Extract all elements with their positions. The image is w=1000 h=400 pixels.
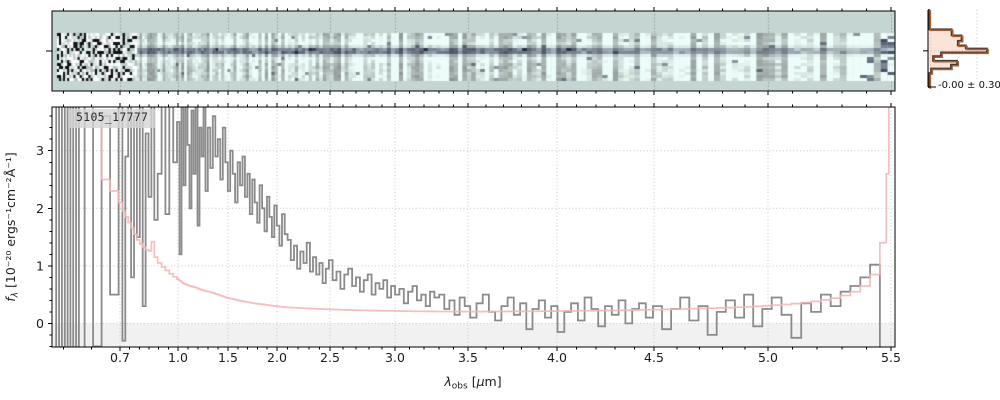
spectrum-series [55,107,890,347]
uncertainty-series [92,107,890,313]
x-tick-label: 3.5 [458,350,478,365]
gridlines [52,107,895,347]
y-tick-label: 0 [36,316,44,331]
x-tick-label: 3.0 [385,350,405,365]
y-axis-label: fλ [10⁻²⁰ ergs⁻¹cm⁻²Å⁻¹] [3,152,21,301]
x-tick-label: 5.0 [758,350,778,365]
histogram-stats-label: -0.00 ± 0.30 [936,80,1000,92]
x-tick-label: 5.5 [881,350,901,365]
source-id-label: 5105_17777 [69,109,156,128]
y-tick-label: 3 [36,143,44,158]
x-tick-label: 1.0 [168,350,188,365]
x-tick-label: 4.5 [644,350,664,365]
x-tick-label: 4.0 [547,350,567,365]
histogram-model-line [929,10,989,89]
x-tick-label: 1.5 [218,350,238,365]
flux-series [55,107,881,347]
2d-spectrum-image [52,11,895,91]
axes-spines-ticks [46,7,896,351]
y-tick-label: 1 [36,258,44,273]
y-tick-label: 2 [36,201,44,216]
below-zero-shading [52,323,895,347]
x-tick-label: 2.0 [267,350,287,365]
tick-labels: 0.7 1.0 1.5 2.0 2.5 3.0 3.5 4.0 4.5 5.0 5.5 0 1 2 3 [36,143,901,365]
x-tick-label: 2.5 [320,350,340,365]
histogram-panel [923,9,990,89]
x-tick-label: 0.7 [110,350,130,365]
x-axis-label: λobs [μm] [443,374,501,392]
